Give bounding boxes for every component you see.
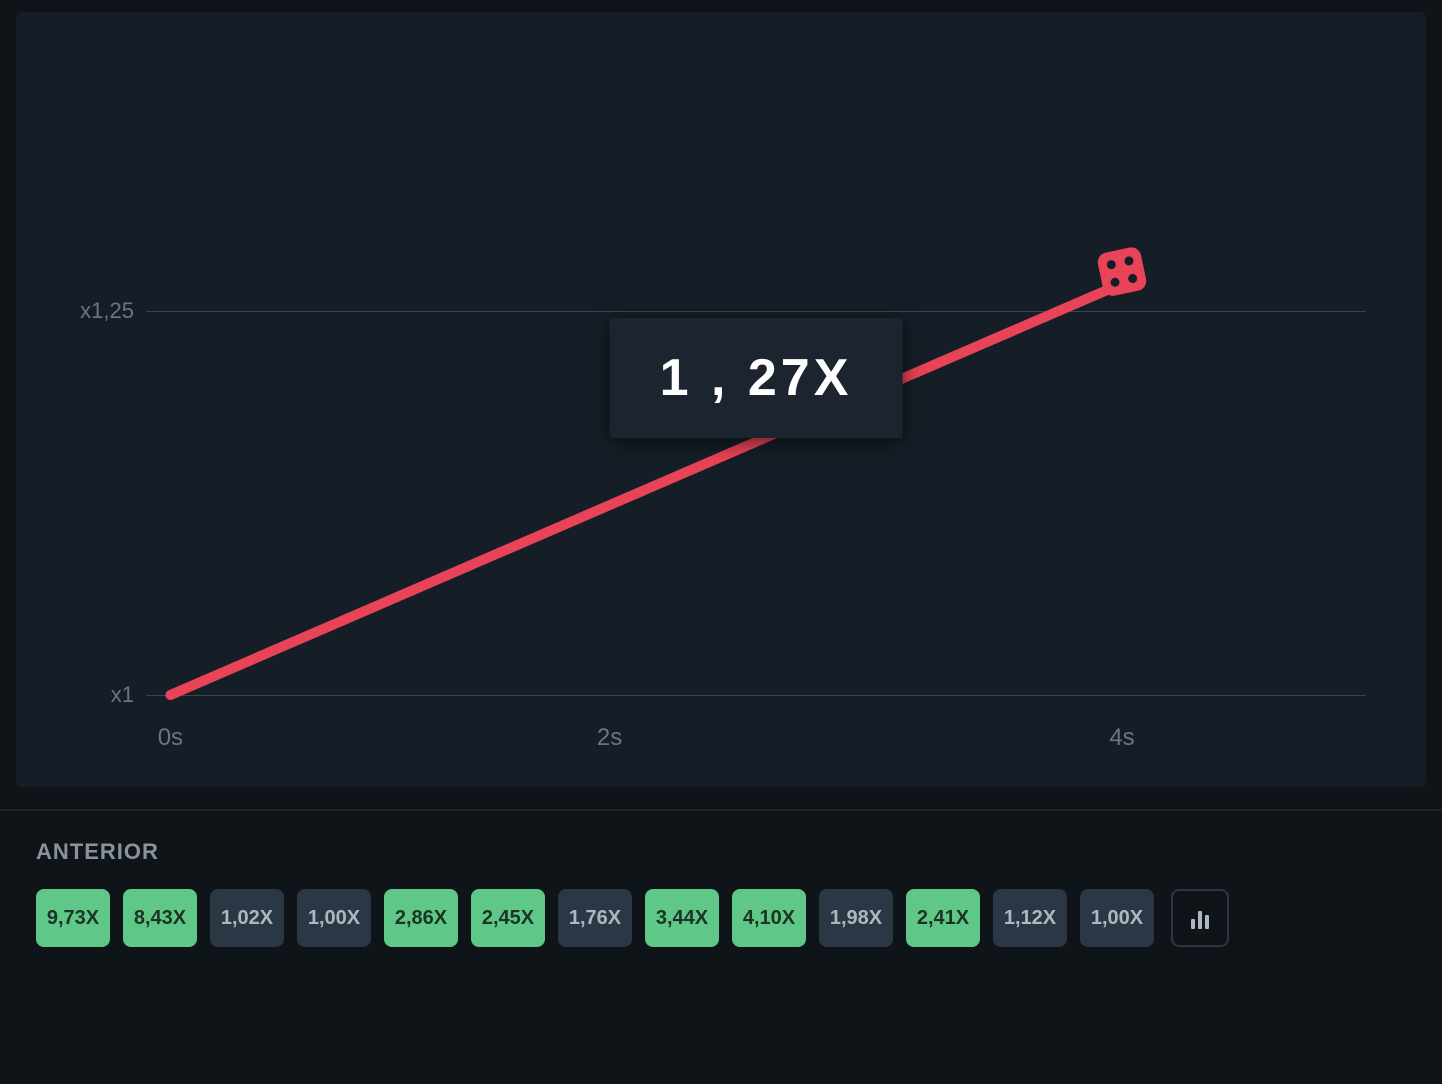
current-multiplier-value: 1 , 27X bbox=[660, 348, 853, 408]
history-chip[interactable]: 2,41X bbox=[906, 889, 980, 947]
y-tick-label: x1,25 bbox=[80, 298, 134, 324]
history-chip[interactable]: 1,00X bbox=[1080, 889, 1154, 947]
y-tick-label: x1 bbox=[111, 682, 134, 708]
history-chip[interactable]: 8,43X bbox=[123, 889, 197, 947]
history-chip[interactable]: 2,45X bbox=[471, 889, 545, 947]
history-title: ANTERIOR bbox=[36, 839, 1406, 865]
history-chip[interactable]: 9,73X bbox=[36, 889, 110, 947]
history-section: ANTERIOR 9,73X 8,43X 1,02X 1,00X 2,86X 2… bbox=[0, 811, 1442, 947]
x-tick-label: 2s bbox=[597, 724, 622, 752]
history-chip[interactable]: 1,00X bbox=[297, 889, 371, 947]
history-chip[interactable]: 3,44X bbox=[645, 889, 719, 947]
history-chip[interactable]: 1,98X bbox=[819, 889, 893, 947]
history-chip[interactable]: 4,10X bbox=[732, 889, 806, 947]
stats-button[interactable] bbox=[1171, 889, 1229, 947]
x-tick-label: 4s bbox=[1109, 724, 1134, 752]
history-chip[interactable]: 1,76X bbox=[558, 889, 632, 947]
history-chip-row: 9,73X 8,43X 1,02X 1,00X 2,86X 2,45X 1,76… bbox=[36, 889, 1406, 947]
x-tick-label: 0s bbox=[158, 724, 183, 752]
history-chip[interactable]: 2,86X bbox=[384, 889, 458, 947]
history-chip[interactable]: 1,02X bbox=[210, 889, 284, 947]
crash-chart-panel: x1 x1,25 0s 2s 4s bbox=[16, 12, 1426, 787]
chart-plot-area: x1 x1,25 0s 2s 4s bbox=[146, 32, 1366, 712]
bar-chart-icon bbox=[1191, 907, 1209, 929]
current-multiplier-overlay: 1 , 27X bbox=[610, 318, 903, 438]
history-chip[interactable]: 1,12X bbox=[993, 889, 1067, 947]
